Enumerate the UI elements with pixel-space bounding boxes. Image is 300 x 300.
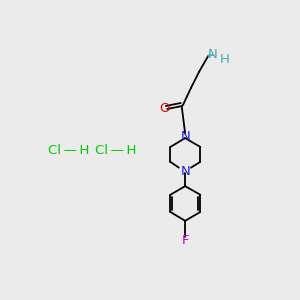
Text: N: N	[180, 130, 190, 143]
Text: F: F	[182, 234, 189, 247]
Text: H: H	[220, 52, 230, 66]
Text: O: O	[159, 102, 169, 115]
Text: N: N	[180, 165, 190, 178]
Text: Cl — H: Cl — H	[48, 144, 90, 157]
Text: N: N	[208, 48, 218, 62]
Text: Cl — H: Cl — H	[95, 144, 136, 157]
